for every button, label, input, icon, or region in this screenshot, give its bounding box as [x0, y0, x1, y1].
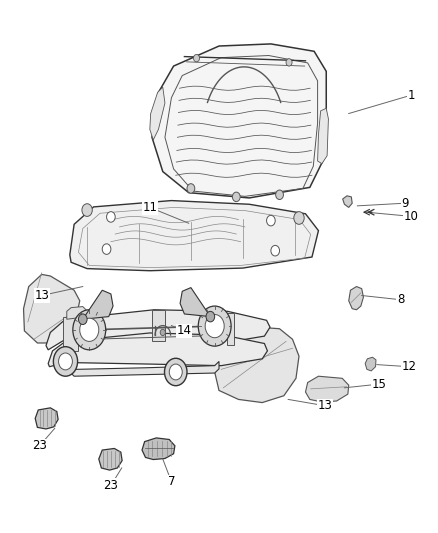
- Circle shape: [194, 54, 200, 62]
- Text: 14: 14: [177, 325, 192, 337]
- Circle shape: [169, 364, 182, 380]
- Polygon shape: [142, 438, 175, 459]
- Polygon shape: [152, 310, 165, 342]
- Polygon shape: [343, 196, 352, 207]
- Polygon shape: [64, 317, 78, 351]
- Polygon shape: [70, 200, 318, 271]
- Polygon shape: [67, 306, 87, 319]
- Polygon shape: [46, 310, 270, 350]
- Circle shape: [294, 212, 304, 224]
- Polygon shape: [35, 408, 58, 429]
- Text: 10: 10: [404, 210, 419, 223]
- Circle shape: [276, 190, 283, 199]
- Polygon shape: [349, 287, 364, 310]
- Text: 13: 13: [318, 399, 332, 412]
- Text: 8: 8: [397, 293, 404, 306]
- Polygon shape: [180, 288, 210, 317]
- Circle shape: [206, 311, 215, 322]
- Circle shape: [233, 192, 240, 201]
- Polygon shape: [24, 274, 80, 343]
- Circle shape: [267, 215, 275, 226]
- Text: 15: 15: [371, 377, 386, 391]
- Text: 11: 11: [142, 201, 157, 214]
- Circle shape: [160, 329, 166, 336]
- Circle shape: [59, 353, 72, 370]
- Circle shape: [78, 314, 87, 325]
- Circle shape: [102, 244, 111, 254]
- Text: 7: 7: [168, 475, 175, 488]
- Polygon shape: [215, 327, 299, 402]
- Circle shape: [80, 318, 99, 342]
- Circle shape: [73, 310, 106, 350]
- Polygon shape: [305, 376, 349, 402]
- Circle shape: [82, 204, 92, 216]
- Text: 9: 9: [401, 197, 409, 209]
- Polygon shape: [150, 87, 165, 140]
- Polygon shape: [365, 357, 376, 371]
- Circle shape: [205, 314, 224, 338]
- Circle shape: [165, 358, 187, 386]
- Polygon shape: [152, 44, 326, 198]
- Polygon shape: [48, 333, 268, 367]
- Text: 23: 23: [32, 439, 47, 453]
- Text: 23: 23: [103, 479, 118, 492]
- Circle shape: [286, 59, 292, 66]
- Circle shape: [198, 306, 231, 346]
- Polygon shape: [227, 313, 234, 344]
- Polygon shape: [70, 361, 219, 376]
- Circle shape: [106, 212, 115, 222]
- Circle shape: [187, 184, 195, 193]
- Text: 1: 1: [408, 88, 415, 102]
- Polygon shape: [83, 290, 113, 319]
- Polygon shape: [99, 448, 122, 470]
- Circle shape: [271, 245, 279, 256]
- Polygon shape: [318, 108, 328, 164]
- Circle shape: [53, 346, 78, 376]
- Text: 12: 12: [402, 360, 417, 373]
- Text: 13: 13: [34, 289, 49, 302]
